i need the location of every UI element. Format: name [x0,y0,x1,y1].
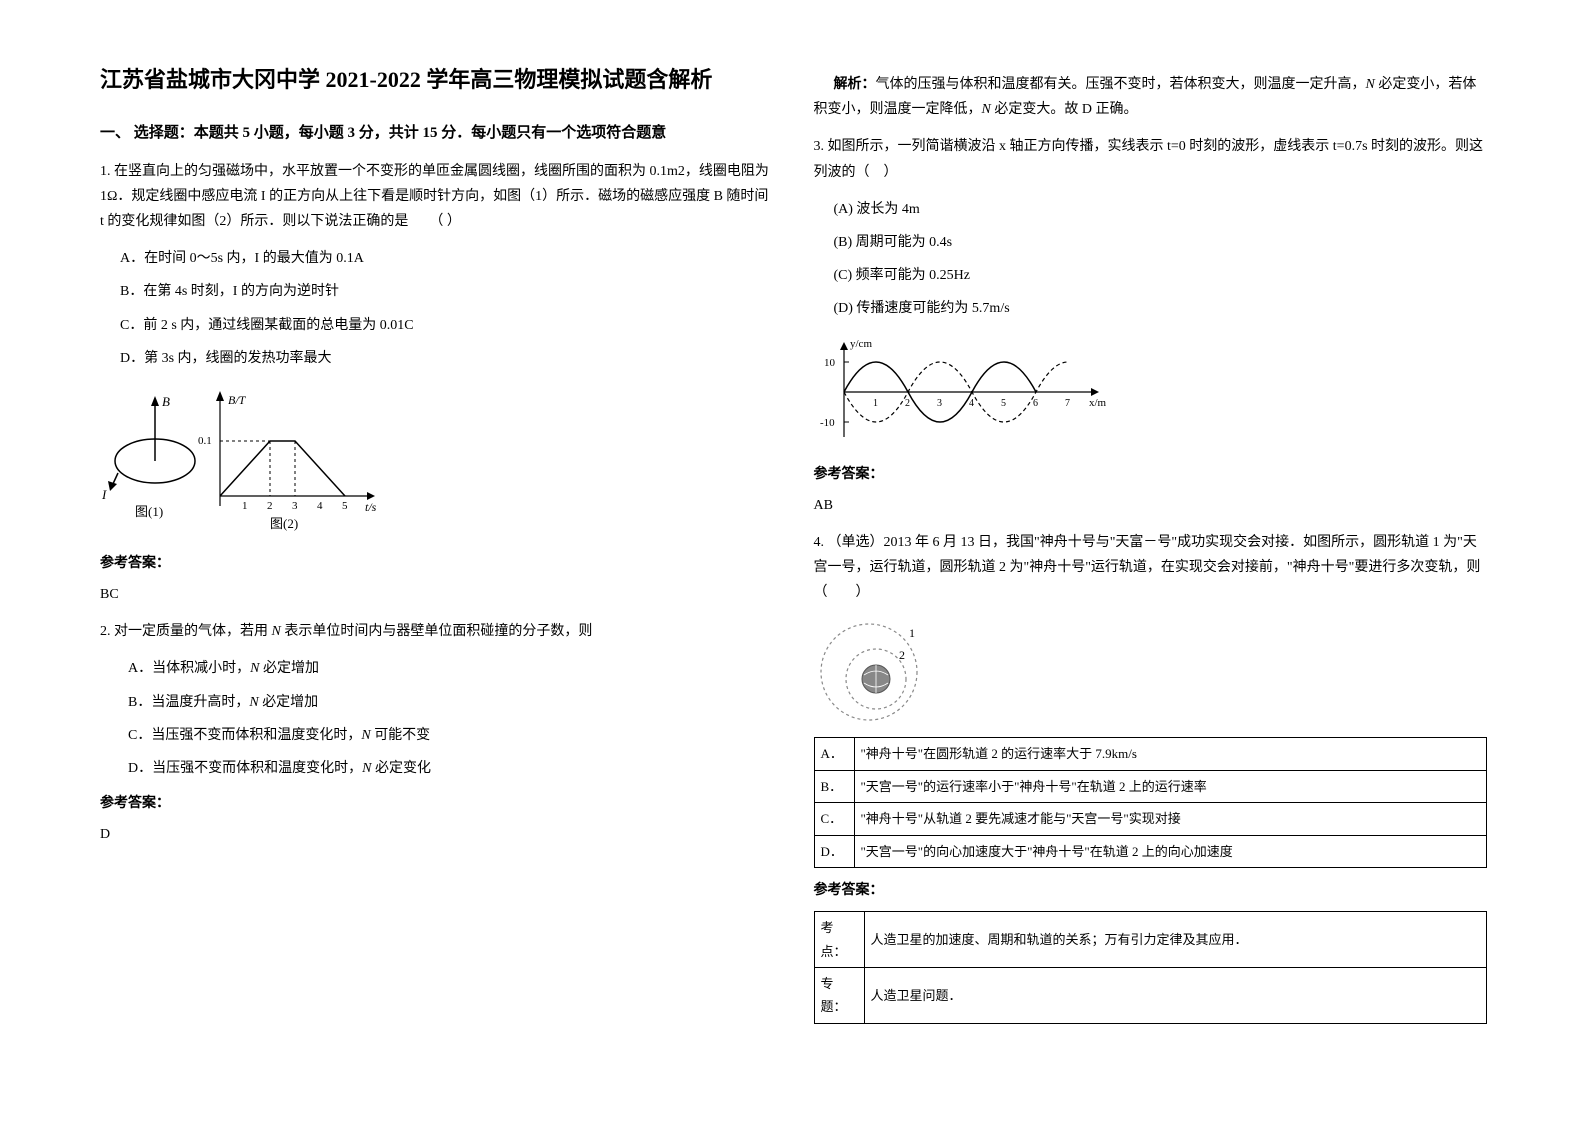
q3-fig-x6: 6 [1033,398,1038,409]
q1-fig-B-label: B [162,394,170,409]
section-heading: 一、 选择题：本题共 5 小题，每小题 3 分，共计 15 分．每小题只有一个选… [100,120,774,147]
q2-optD-a: D．当压强不变而体积和温度变化时， [128,761,362,776]
q3-answer-label: 参考答案： [814,462,1488,487]
q4-optA-text: "神舟十号"在圆形轨道 2 的运行速率大于 7.9km/s [854,738,1487,770]
q2-optB-b: 必定增加 [259,695,319,710]
q1-option-c: C．前 2 s 内，通过线圈某截面的总电量为 0.01C [120,313,774,338]
q2-optA-b: 必定增加 [259,661,319,676]
q3-figure: y/cm x/m 10 -10 1 2 3 4 5 6 7 [814,332,1488,452]
q1-fig-x2: 2 [267,500,273,512]
q3-option-c: (C) 频率可能为 0.25Hz [834,263,1488,288]
q4-meta-table: 考点： 人造卫星的加速度、周期和轨道的关系；万有引力定律及其应用． 专题： 人造… [814,911,1488,1024]
q3-stem: 3. 如图所示，一列简谐横波沿 x 轴正方向传播，实线表示 t=0 时刻的波形，… [814,134,1488,184]
q2-optC-b: 可能不变 [371,728,431,743]
q4-optC-text: "神舟十号"从轨道 2 要先减速才能与"天宫一号"实现对接 [854,803,1487,835]
q3-fig-x3: 3 [937,398,942,409]
q4-meta-zhuanti-label: 专题： [814,967,864,1023]
q4-meta-kaodian-label: 考点： [814,912,864,968]
q2-expl-c: 必定变大。故 D 正确。 [991,102,1138,117]
q4-optD-text: "天宫一号"的向心加速度大于"神舟十号"在轨道 2 上的向心加速度 [854,835,1487,867]
q4-optB-label: B． [814,770,854,802]
q4-meta-kaodian-text: 人造卫星的加速度、周期和轨道的关系；万有引力定律及其应用． [864,912,1487,968]
q2-optC-a: C．当压强不变而体积和温度变化时， [128,728,361,743]
right-column: 解析：气体的压强与体积和温度都有关。压强不变时，若体积变大，则温度一定升高，N … [794,60,1508,1062]
q2-stem-b: 表示单位时间内与器壁单位面积碰撞的分子数，则 [281,624,593,639]
q2-expl-n1: N [1366,77,1375,92]
table-row: 专题： 人造卫星问题． [814,967,1487,1023]
q4-stem: 4. （单选）2013 年 6 月 13 日，我国"神舟十号与"天富－号"成功实… [814,530,1488,606]
q2-option-d: D．当压强不变而体积和温度变化时，N 必定变化 [128,756,774,781]
q1-fig-cap1: 图(1) [135,504,163,519]
q3-option-b: (B) 周期可能为 0.4s [834,230,1488,255]
q1-fig-x3: 3 [292,500,298,512]
q2-optD-b: 必定变化 [371,761,431,776]
q2-optA-a: A．当体积减小时， [128,661,250,676]
q2-answer-label: 参考答案： [100,791,774,816]
q3-fig-x2: 2 [905,398,910,409]
q4-options-table: A． "神舟十号"在圆形轨道 2 的运行速率大于 7.9km/s B． "天宫一… [814,737,1488,868]
q1-fig-x4: 4 [317,500,323,512]
q3-fig-y10: 10 [824,357,836,369]
left-column: 江苏省盐城市大冈中学 2021-2022 学年高三物理模拟试题含解析 一、 选择… [80,60,794,1062]
q2-stem: 2. 对一定质量的气体，若用 N 表示单位时间内与器壁单位面积碰撞的分子数，则 [100,619,774,644]
q2-expl-n2: N [982,102,991,117]
table-row: A． "神舟十号"在圆形轨道 2 的运行速率大于 7.9km/s [814,738,1487,770]
q4-fig-label2: 2 [899,648,905,662]
q4-fig-label1: 1 [909,626,915,640]
q2-answer: D [100,822,774,847]
q2-option-c: C．当压强不变而体积和温度变化时，N 可能不变 [128,723,774,748]
q3-fig-xlabel: x/m [1089,397,1107,409]
q2-explanation: 解析：气体的压强与体积和温度都有关。压强不变时，若体积变大，则温度一定升高，N … [814,72,1488,122]
q4-meta-zhuanti-text: 人造卫星问题． [864,967,1487,1023]
q3-fig-x1: 1 [873,398,878,409]
q2-stem-a: 2. 对一定质量的气体，若用 [100,624,272,639]
q3-option-a: (A) 波长为 4m [834,197,1488,222]
q2-stem-n: N [272,624,281,639]
q1-option-d: D．第 3s 内，线圈的发热功率最大 [120,346,774,371]
q3-fig-ylabel: y/cm [850,338,872,350]
table-row: D． "天宫一号"的向心加速度大于"神舟十号"在轨道 2 上的向心加速度 [814,835,1487,867]
q1-fig-tlabel: t/s [365,500,377,514]
q4-optC-label: C． [814,803,854,835]
q1-fig-y01: 0.1 [198,435,212,447]
q4-optD-label: D． [814,835,854,867]
q1-option-a: A．在时间 0～5s 内，I 的最大值为 0.1A [120,246,774,271]
q1-answer: BC [100,582,774,607]
q1-fig-cap2: 图(2) [270,516,298,531]
q1-fig-x1: 1 [242,500,248,512]
q2-optC-n: N [361,728,370,743]
q2-optB-n: N [249,695,258,710]
q4-answer-label: 参考答案： [814,878,1488,903]
q2-expl-label: 解析： [834,77,876,92]
q3-fig-x4: 4 [969,398,974,409]
q1-answer-label: 参考答案： [100,551,774,576]
q2-optB-a: B．当温度升高时， [128,695,249,710]
q2-expl-a: 气体的压强与体积和温度都有关。压强不变时，若体积变大，则温度一定升高， [876,77,1366,92]
q2-option-b: B．当温度升高时，N 必定增加 [128,690,774,715]
q3-fig-x5: 5 [1001,398,1006,409]
q1-stem: 1. 在竖直向上的匀强磁场中，水平放置一个不变形的单匝金属圆线圈，线圈所围的面积… [100,159,774,235]
table-row: B． "天宫一号"的运行速率小于"神舟十号"在轨道 2 上的运行速率 [814,770,1487,802]
q3-option-d: (D) 传播速度可能约为 5.7m/s [834,296,1488,321]
q3-fig-ym10: -10 [820,417,835,429]
q4-optB-text: "天宫一号"的运行速率小于"神舟十号"在轨道 2 上的运行速率 [854,770,1487,802]
document-title: 江苏省盐城市大冈中学 2021-2022 学年高三物理模拟试题含解析 [100,60,774,100]
q4-optA-label: A． [814,738,854,770]
q1-fig-I-label: I [101,487,107,502]
table-row: 考点： 人造卫星的加速度、周期和轨道的关系；万有引力定律及其应用． [814,912,1487,968]
q3-fig-x7: 7 [1065,398,1070,409]
q1-fig-x5: 5 [342,500,348,512]
q1-figure: B I 图(1) B/T t/s 0.1 [100,381,774,541]
table-row: C． "神舟十号"从轨道 2 要先减速才能与"天宫一号"实现对接 [814,803,1487,835]
q4-figure: 1 2 [814,617,1488,727]
q3-answer: AB [814,493,1488,518]
q2-option-a: A．当体积减小时，N 必定增加 [128,656,774,681]
q1-option-b: B．在第 4s 时刻，I 的方向为逆时针 [120,279,774,304]
q1-fig-BT-label: B/T [228,393,247,407]
